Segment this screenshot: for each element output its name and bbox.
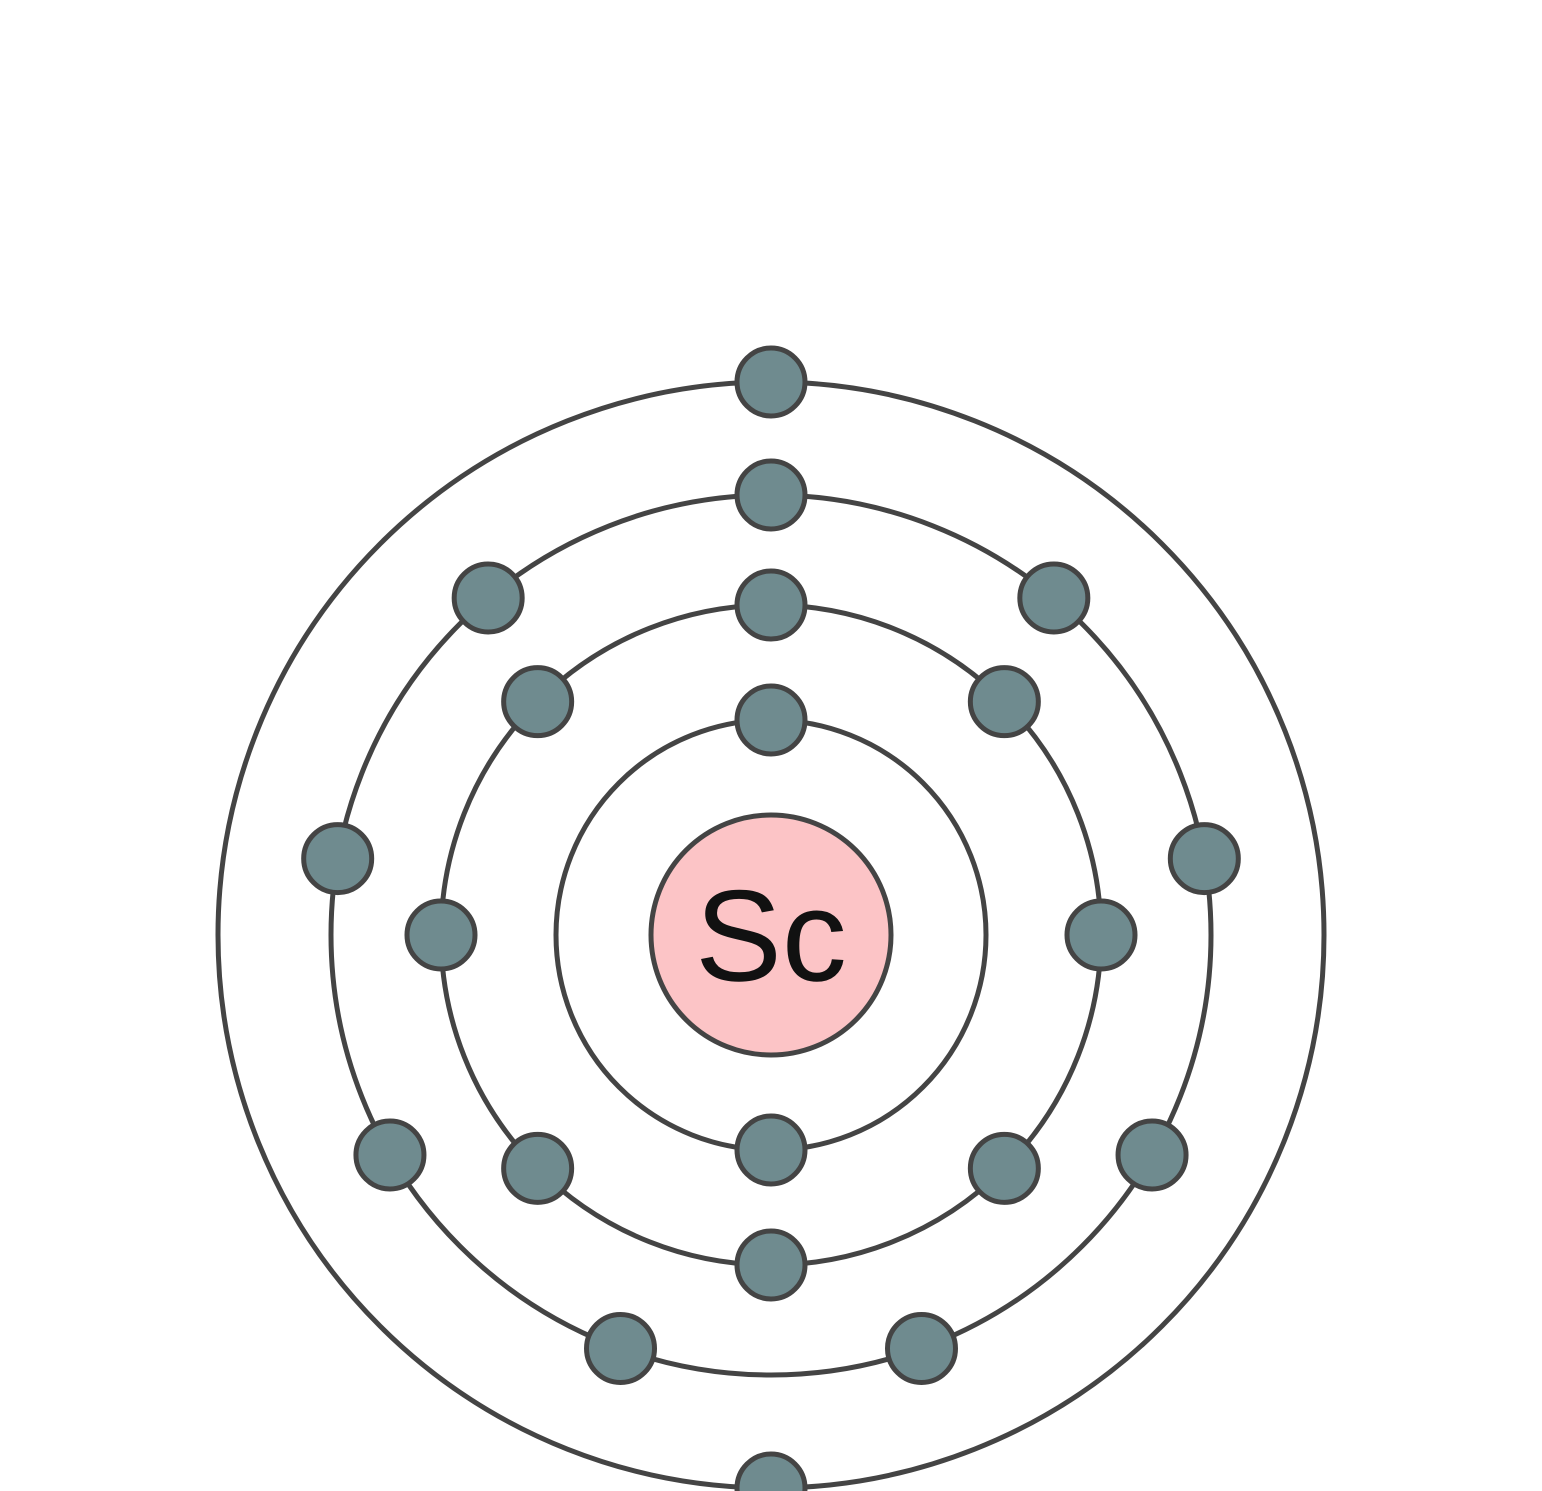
electron-shell3-n9: [454, 564, 522, 632]
electron-shell4-n1: [737, 348, 805, 416]
electron-shell1-n2: [737, 1116, 805, 1184]
electron-shell2-n5: [737, 1231, 805, 1299]
electron-shell4-n2: [737, 1454, 805, 1491]
electron-shell2-n7: [407, 901, 475, 969]
electron-shell2-n3: [1067, 901, 1135, 969]
electron-shell3-n6: [587, 1314, 655, 1382]
electron-shell2-n6: [504, 1134, 572, 1202]
electron-shell-diagram: Sc: [0, 0, 1542, 1491]
electron-shell3-n8: [304, 825, 372, 893]
electron-shell3-n3: [1170, 825, 1238, 893]
nucleus-group: Sc: [651, 815, 891, 1055]
electron-shell2-n2: [970, 668, 1038, 736]
electron-shell2-n1: [737, 571, 805, 639]
electron-shell3-n7: [356, 1121, 424, 1189]
electron-shell3-n5: [887, 1314, 955, 1382]
electron-shell3-n2: [1020, 564, 1088, 632]
nucleus-symbol: Sc: [695, 863, 847, 1009]
electron-shell2-n8: [504, 668, 572, 736]
electron-shell3-n4: [1118, 1121, 1186, 1189]
electron-shell3-n1: [737, 461, 805, 529]
electron-shell2-n4: [970, 1134, 1038, 1202]
electron-shell1-n1: [737, 686, 805, 754]
